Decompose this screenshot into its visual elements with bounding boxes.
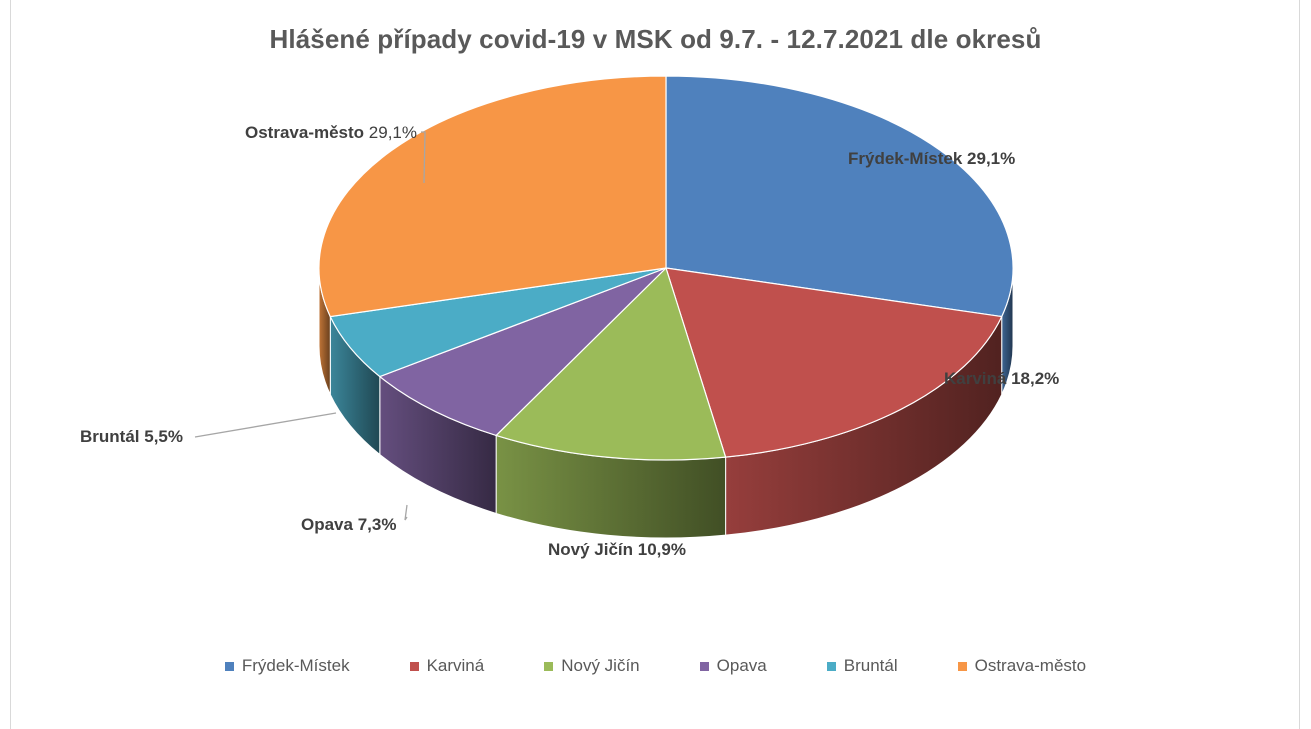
legend-key-ostrava-mesto [957, 661, 967, 671]
chart-title: Hlášené případy covid-19 v MSK od 9.7. -… [269, 24, 1042, 54]
data-label-value: 29,1% [967, 149, 1015, 168]
legend-label: Frýdek-Místek [241, 656, 350, 675]
legend-item-frydek-mistek: Frýdek-Místek [224, 656, 350, 676]
legend-key-karvina [409, 661, 419, 671]
legend-item-karvina: Karviná [409, 656, 485, 676]
data-label-value: 29,1% [369, 123, 417, 142]
data-labels: Frýdek-Místek 29,1% Karviná 18,2% Nový Jič… [80, 123, 1059, 559]
leader-line-ostrava-mesto [421, 131, 426, 184]
data-label-name: Karviná [944, 369, 1011, 388]
data-label-novy-jicin: Nový Jičín 10,9% [548, 540, 686, 559]
pie-top-faces [318, 75, 1014, 461]
legend-item-bruntal: Bruntál [826, 656, 898, 676]
data-label-value: 5,5% [144, 427, 183, 446]
pie-slice-frydek-mistek [665, 75, 1014, 318]
pie-slice-ostrava-mesto [318, 75, 667, 318]
data-label-value: 18,2% [1011, 369, 1059, 388]
data-label-name: Frýdek-Místek [848, 149, 967, 168]
data-label-name: Opava [301, 515, 358, 534]
leader-line-opava [404, 504, 408, 521]
data-label-frydek-mistek: Frýdek-Místek 29,1% [848, 149, 1015, 168]
pie-slice-opava [378, 267, 667, 437]
data-label-opava: Opava 7,3% [301, 515, 396, 534]
chart-frame [10, 0, 1300, 729]
legend-key-opava [699, 661, 709, 671]
pie-slice-karvina [665, 267, 1003, 458]
legend-item-ostrava-mesto: Ostrava-město [957, 656, 1087, 676]
legend-item-opava: Opava [699, 656, 767, 676]
legend-label: Bruntál [843, 656, 898, 675]
legend: Frýdek-Místek Karviná Nový Jičín Opava B… [0, 656, 1311, 676]
data-label-value: 7,3% [358, 515, 397, 534]
data-label-name: Bruntál [80, 427, 144, 446]
data-label-karvina: Karviná 18,2% [944, 369, 1059, 388]
legend-key-novy-jicin [544, 661, 554, 671]
legend-label: Ostrava-město [974, 656, 1087, 675]
data-label-name: Nový Jičín [548, 540, 638, 559]
data-label-name: Ostrava-město [245, 123, 369, 142]
legend-label: Nový Jičín [561, 656, 640, 675]
leader-lines [194, 131, 426, 521]
pie-slice-novy-jicin [494, 266, 727, 461]
data-label-ostrava-mesto: Ostrava-město 29,1% [245, 123, 417, 142]
legend-label: Opava [716, 656, 767, 675]
data-label-bruntal: Bruntál 5,5% [80, 427, 183, 446]
legend-key-bruntal [826, 661, 836, 671]
legend-key-frydek-mistek [224, 661, 234, 671]
legend-label: Karviná [426, 656, 485, 675]
data-label-value: 10,9% [638, 540, 686, 559]
leader-line-bruntal [194, 412, 337, 438]
legend-item-novy-jicin: Nový Jičín [544, 656, 640, 676]
